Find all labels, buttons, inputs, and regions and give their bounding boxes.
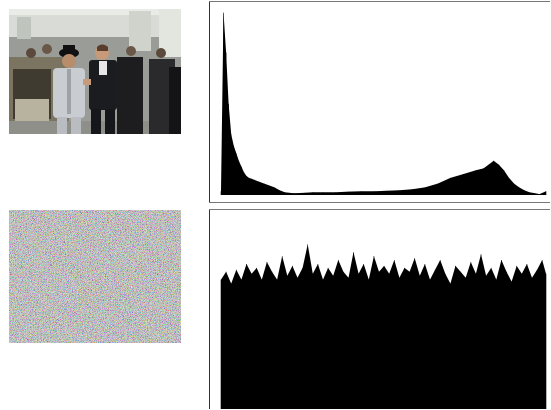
photo-thumbnail bbox=[9, 9, 181, 134]
histogram-photo-frame bbox=[209, 1, 550, 203]
histogram-area-series bbox=[221, 244, 546, 409]
noise-thumbnail bbox=[9, 210, 181, 343]
histogram-noise-plot bbox=[220, 244, 547, 409]
histogram-noise-frame bbox=[209, 209, 550, 409]
histogram-area-series bbox=[221, 12, 546, 195]
histogram-photo-plot bbox=[220, 12, 547, 195]
